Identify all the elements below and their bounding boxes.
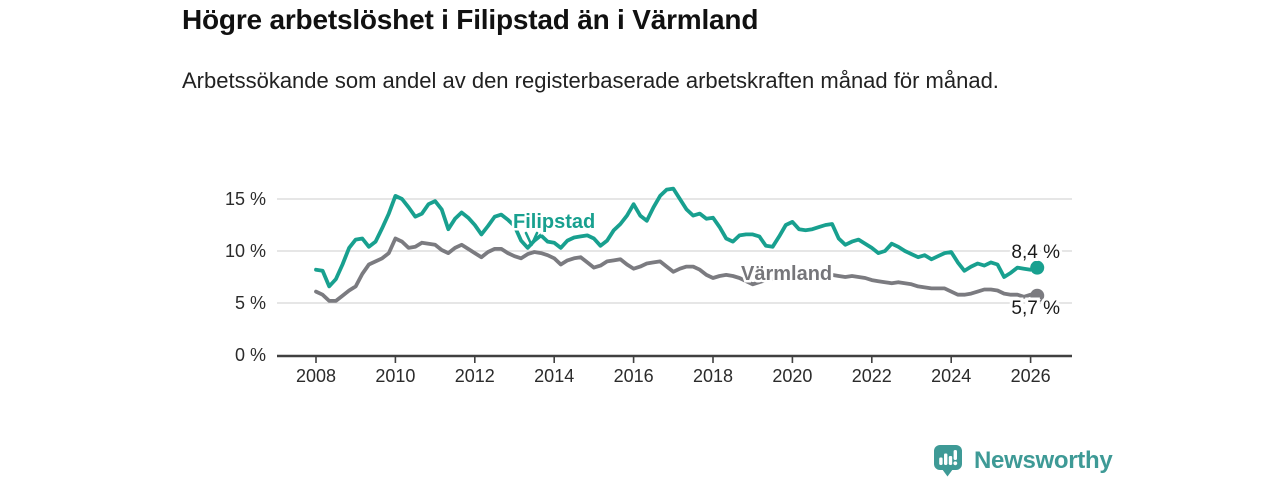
- end-dot-varmland: [1030, 288, 1045, 303]
- x-tick-label-2008: 2008: [296, 366, 336, 386]
- chart-subtitle: Arbetssökande som andel av den registerb…: [182, 68, 999, 93]
- y-tick-label-0: 0 %: [235, 345, 266, 365]
- newsworthy-brand: Newsworthy: [933, 444, 1113, 477]
- unemployment-line-chart: 2008 2010 2012 2014 2016 2018 2020 2022 2024 2026…: [225, 186, 1072, 386]
- x-tick-label-2014: 2014: [534, 366, 574, 386]
- series-label-varmland: Värmland: [741, 263, 832, 285]
- end-value-label-filipstad: 8,4 %: [1011, 242, 1060, 263]
- chart-line-varmland: [314, 236, 1040, 303]
- end-dot-filipstad: [1030, 260, 1045, 275]
- x-tick-label-2018: 2018: [693, 366, 733, 386]
- newsworthy-brand-name: Newsworthy: [974, 446, 1113, 474]
- y-tick-label-15: 15 %: [225, 189, 266, 209]
- x-tick-label-2022: 2022: [852, 366, 892, 386]
- chart-line-filipstad: [314, 186, 1040, 289]
- end-value-label-varmland: 5,7 %: [1011, 298, 1060, 319]
- x-tick-label-2024: 2024: [931, 366, 971, 386]
- y-tick-label-10: 10 %: [225, 241, 266, 261]
- y-tick-label-5: 5 %: [235, 293, 266, 313]
- series-label-arrow-icon: [524, 231, 539, 247]
- x-tick-label-2010: 2010: [375, 366, 415, 386]
- newsworthy-logo-icon: [934, 445, 962, 477]
- x-tick-label-2020: 2020: [772, 366, 812, 386]
- series-label-filipstad: Filipstad: [513, 211, 595, 233]
- chart-title: Högre arbetslöshet i Filipstad än i Värm…: [182, 4, 759, 35]
- x-tick-label-2026: 2026: [1011, 366, 1051, 386]
- x-tick-label-2012: 2012: [455, 366, 495, 386]
- x-tick-label-2016: 2016: [614, 366, 654, 386]
